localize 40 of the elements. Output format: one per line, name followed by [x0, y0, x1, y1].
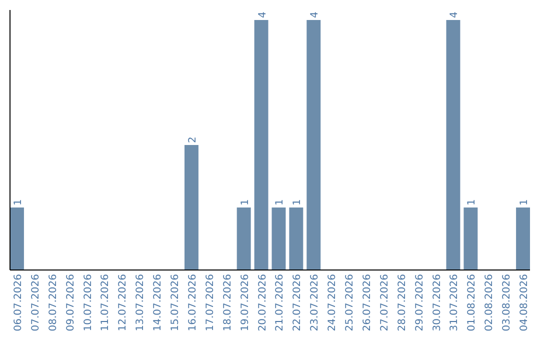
x-tick-label: 27.07.2026 [379, 274, 390, 332]
data-label: 4 [449, 12, 460, 18]
x-tick-label: 20.07.2026 [257, 274, 268, 332]
x-tick-label: 17.07.2026 [204, 274, 216, 332]
x-tick-label: 06.07.2026 [12, 274, 24, 332]
x-tick-label: 08.07.2026 [48, 274, 59, 332]
x-tick-label: 12.07.2026 [118, 274, 129, 332]
x-tick-label: 04.08.2026 [519, 274, 530, 332]
x-tick-label: 21.07.2026 [274, 274, 286, 332]
x-tick-label: 02.08.2026 [484, 274, 496, 332]
data-label: 1 [274, 199, 286, 206]
x-tick-label: 22.07.2026 [292, 274, 304, 332]
x-tick-label: 18.07.2026 [222, 274, 234, 332]
x-tick-label: 31.07.2026 [449, 274, 460, 332]
x-tick-label: 19.07.2026 [240, 274, 251, 332]
x-tick-label: 03.08.2026 [502, 274, 513, 332]
x-tick-label: 29.07.2026 [414, 274, 426, 332]
data-label: 1 [519, 199, 530, 206]
x-tick-label: 28.07.2026 [396, 274, 408, 332]
x-tick-label: 13.07.2026 [135, 274, 146, 332]
x-tick-label: 01.08.2026 [466, 274, 478, 332]
data-label: 1 [12, 199, 24, 206]
data-label: 4 [310, 12, 321, 18]
data-label: 1 [240, 199, 251, 206]
x-tick-label: 16.07.2026 [187, 274, 198, 332]
data-label: 1 [466, 199, 478, 206]
x-tick-label: 09.07.2026 [65, 274, 76, 332]
x-tick-label: 25.07.2026 [344, 274, 356, 332]
x-tick-label: 23.07.2026 [310, 274, 321, 332]
x-tick-label: 10.07.2026 [82, 274, 94, 332]
x-tick-label: 15.07.2026 [170, 274, 182, 332]
x-tick-label: 24.07.2026 [327, 274, 338, 332]
x-tick-label: 07.07.2026 [30, 274, 42, 332]
data-label: 2 [187, 136, 198, 143]
x-tick-label: 30.07.2026 [432, 274, 443, 332]
x-tick-label: 14.07.2026 [152, 274, 164, 332]
data-label: 4 [257, 12, 268, 18]
data-label: 1 [292, 199, 304, 206]
x-tick-label: 11.07.2026 [100, 274, 112, 332]
x-tick-label: 26.07.2026 [362, 274, 373, 332]
